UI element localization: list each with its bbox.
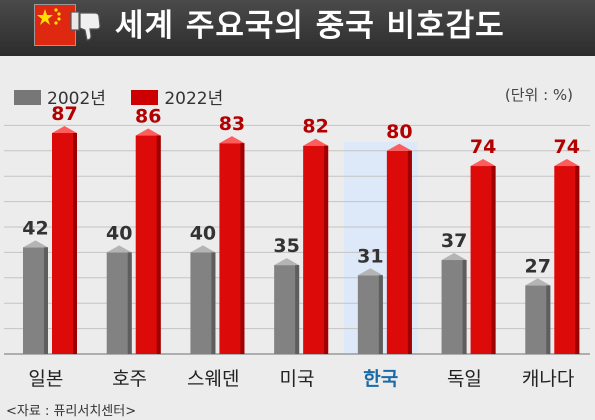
bar-2002-shade (546, 285, 551, 354)
source-caption: <자료 : 퓨리서치센터> (6, 404, 137, 419)
data-label-2022: 74 (470, 136, 496, 158)
category-label: 일본 (28, 368, 63, 390)
bar-2002-shade (211, 252, 216, 354)
bar-2002-cap (525, 278, 551, 286)
header-bar: 세계 주요국의 중국 비호감도 (0, 0, 595, 56)
bar-2022-cap (554, 159, 580, 167)
data-label-2002: 37 (441, 230, 467, 252)
bar-2002-cap (23, 240, 48, 248)
bar-2022-shade (324, 145, 329, 354)
legend-item-2022: 2022년 (131, 84, 223, 109)
legend-label-2002: 2002년 (47, 89, 106, 109)
bar-2002 (525, 285, 551, 354)
bar-2002 (23, 247, 48, 354)
bar-2022-shade (491, 166, 496, 354)
bar-2022 (470, 166, 496, 354)
bar-2002 (274, 265, 300, 354)
data-label-2002: 31 (357, 245, 383, 267)
data-label-2002: 35 (273, 235, 299, 257)
data-label-2022: 80 (386, 121, 412, 143)
bar-2022 (219, 143, 245, 354)
china-flag-icon (34, 4, 76, 46)
unit-label: (단위 : %) (504, 86, 573, 104)
data-label-2022: 83 (219, 113, 245, 135)
bar-2022 (303, 145, 329, 354)
data-label-2022: 82 (302, 116, 328, 138)
bar-2022 (386, 150, 412, 354)
bar-2002-cap (274, 258, 300, 266)
legend-item-2002: 2002년 (14, 84, 106, 109)
bar-2022-cap (219, 136, 245, 144)
bar-2022-shade (156, 135, 161, 354)
category-label: 호주 (112, 368, 147, 390)
bar-2022-cap (386, 143, 412, 151)
thumbs-down-icon (68, 8, 104, 44)
bar-2022-cap (470, 159, 496, 167)
category-label: 미국 (280, 368, 315, 390)
data-label-2022: 87 (51, 103, 77, 125)
chart-bars (23, 126, 580, 354)
bar-2022-shade (575, 166, 580, 354)
bar-2002-shade (127, 252, 132, 354)
data-label-2002: 40 (190, 222, 216, 244)
legend-label-2022: 2022년 (164, 89, 224, 109)
bar-2022-cap (303, 138, 329, 146)
bar-2022-cap (135, 128, 161, 136)
bar-2022-shade (240, 143, 245, 354)
bar-2022-shade (73, 133, 77, 354)
bar-2002-cap (190, 245, 216, 253)
bar-2002-shade (378, 275, 383, 354)
chart-legend: 2002년 2022년 (14, 84, 243, 109)
data-label-2022: 86 (135, 106, 161, 128)
bar-2022 (554, 166, 580, 354)
category-label: 한국 (363, 368, 398, 390)
page-title: 세계 주요국의 중국 비호감도 (115, 8, 505, 44)
bar-2022 (52, 133, 77, 354)
bar-2002 (357, 275, 383, 354)
bar-2002-cap (441, 253, 467, 261)
data-label-2022: 74 (554, 136, 580, 158)
data-label-2002: 42 (22, 217, 48, 239)
bar-2022-cap (52, 126, 77, 134)
bar-2002 (106, 252, 132, 354)
chart-labels: 42 87 일본 40 86 호주 40 83 스웨덴 35 82 미국 31 80 한국 37 74 독일 27 7… (22, 103, 580, 390)
bar-2002 (441, 260, 467, 354)
bar-2002-shade (295, 265, 300, 354)
bar-2002-cap (357, 268, 383, 276)
bar-2002-shade (44, 247, 48, 354)
legend-swatch-2002 (14, 90, 41, 105)
category-label: 독일 (447, 368, 482, 390)
bar-2022-shade (407, 150, 412, 354)
bar-2002 (190, 252, 216, 354)
bar-2022 (135, 135, 161, 354)
data-label-2002: 40 (106, 222, 132, 244)
data-label-2002: 27 (525, 255, 551, 277)
category-label: 스웨덴 (187, 368, 239, 390)
legend-swatch-2022 (131, 90, 159, 105)
bar-2002-shade (462, 260, 467, 354)
bar-2002-cap (106, 245, 132, 253)
category-label: 캐나다 (522, 368, 574, 390)
